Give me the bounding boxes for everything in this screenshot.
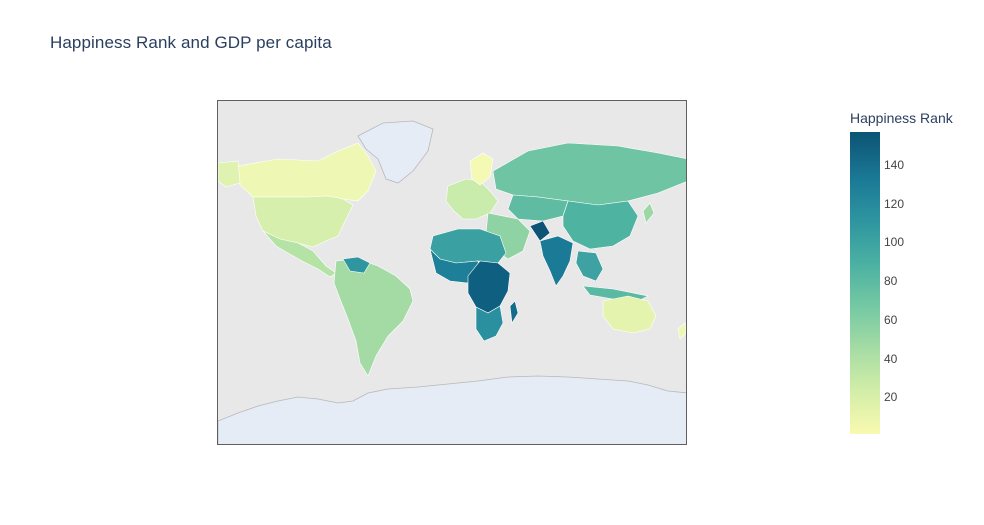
region-antarctica[interactable] <box>218 375 687 445</box>
region-greenland[interactable] <box>357 120 434 184</box>
colorbar-tick-label: 20 <box>884 390 898 405</box>
region-venezuela[interactable] <box>342 256 371 274</box>
colorbar-tick-label: 140 <box>884 157 905 172</box>
region-japan[interactable] <box>642 202 655 224</box>
region-afghanistan[interactable] <box>529 220 551 242</box>
colorbar-tick-label: 120 <box>884 196 905 211</box>
colorbar-gradient <box>850 132 880 434</box>
colorbar-tick-label: 60 <box>884 312 898 327</box>
region-india[interactable] <box>539 235 574 287</box>
colorbar-title: Happiness Rank <box>850 110 953 126</box>
region-australia[interactable] <box>602 295 657 334</box>
colorbar-tick-label: 40 <box>884 351 898 366</box>
region-south-america[interactable] <box>333 258 414 377</box>
region-southern-africa[interactable] <box>475 305 504 342</box>
region-central-asia[interactable] <box>507 194 569 222</box>
region-central-africa[interactable] <box>467 260 511 314</box>
colorbar-ticks: 20 40 60 80 100 120 140 <box>884 132 924 434</box>
colorbar-tick-label: 80 <box>884 274 898 289</box>
map-canvas[interactable] <box>218 101 687 445</box>
region-north-africa[interactable] <box>429 228 507 264</box>
region-madagascar[interactable] <box>509 300 519 324</box>
choropleth-map[interactable] <box>217 100 687 445</box>
region-china[interactable] <box>562 200 639 250</box>
region-new-zealand[interactable] <box>677 322 686 340</box>
region-central-america[interactable] <box>262 230 337 278</box>
region-scandinavia[interactable] <box>469 152 494 186</box>
chart-title: Happiness Rank and GDP per capita <box>50 33 332 52</box>
region-se-asia[interactable] <box>575 250 604 282</box>
colorbar-tick-label: 100 <box>884 235 905 250</box>
region-alaska[interactable] <box>218 160 241 188</box>
